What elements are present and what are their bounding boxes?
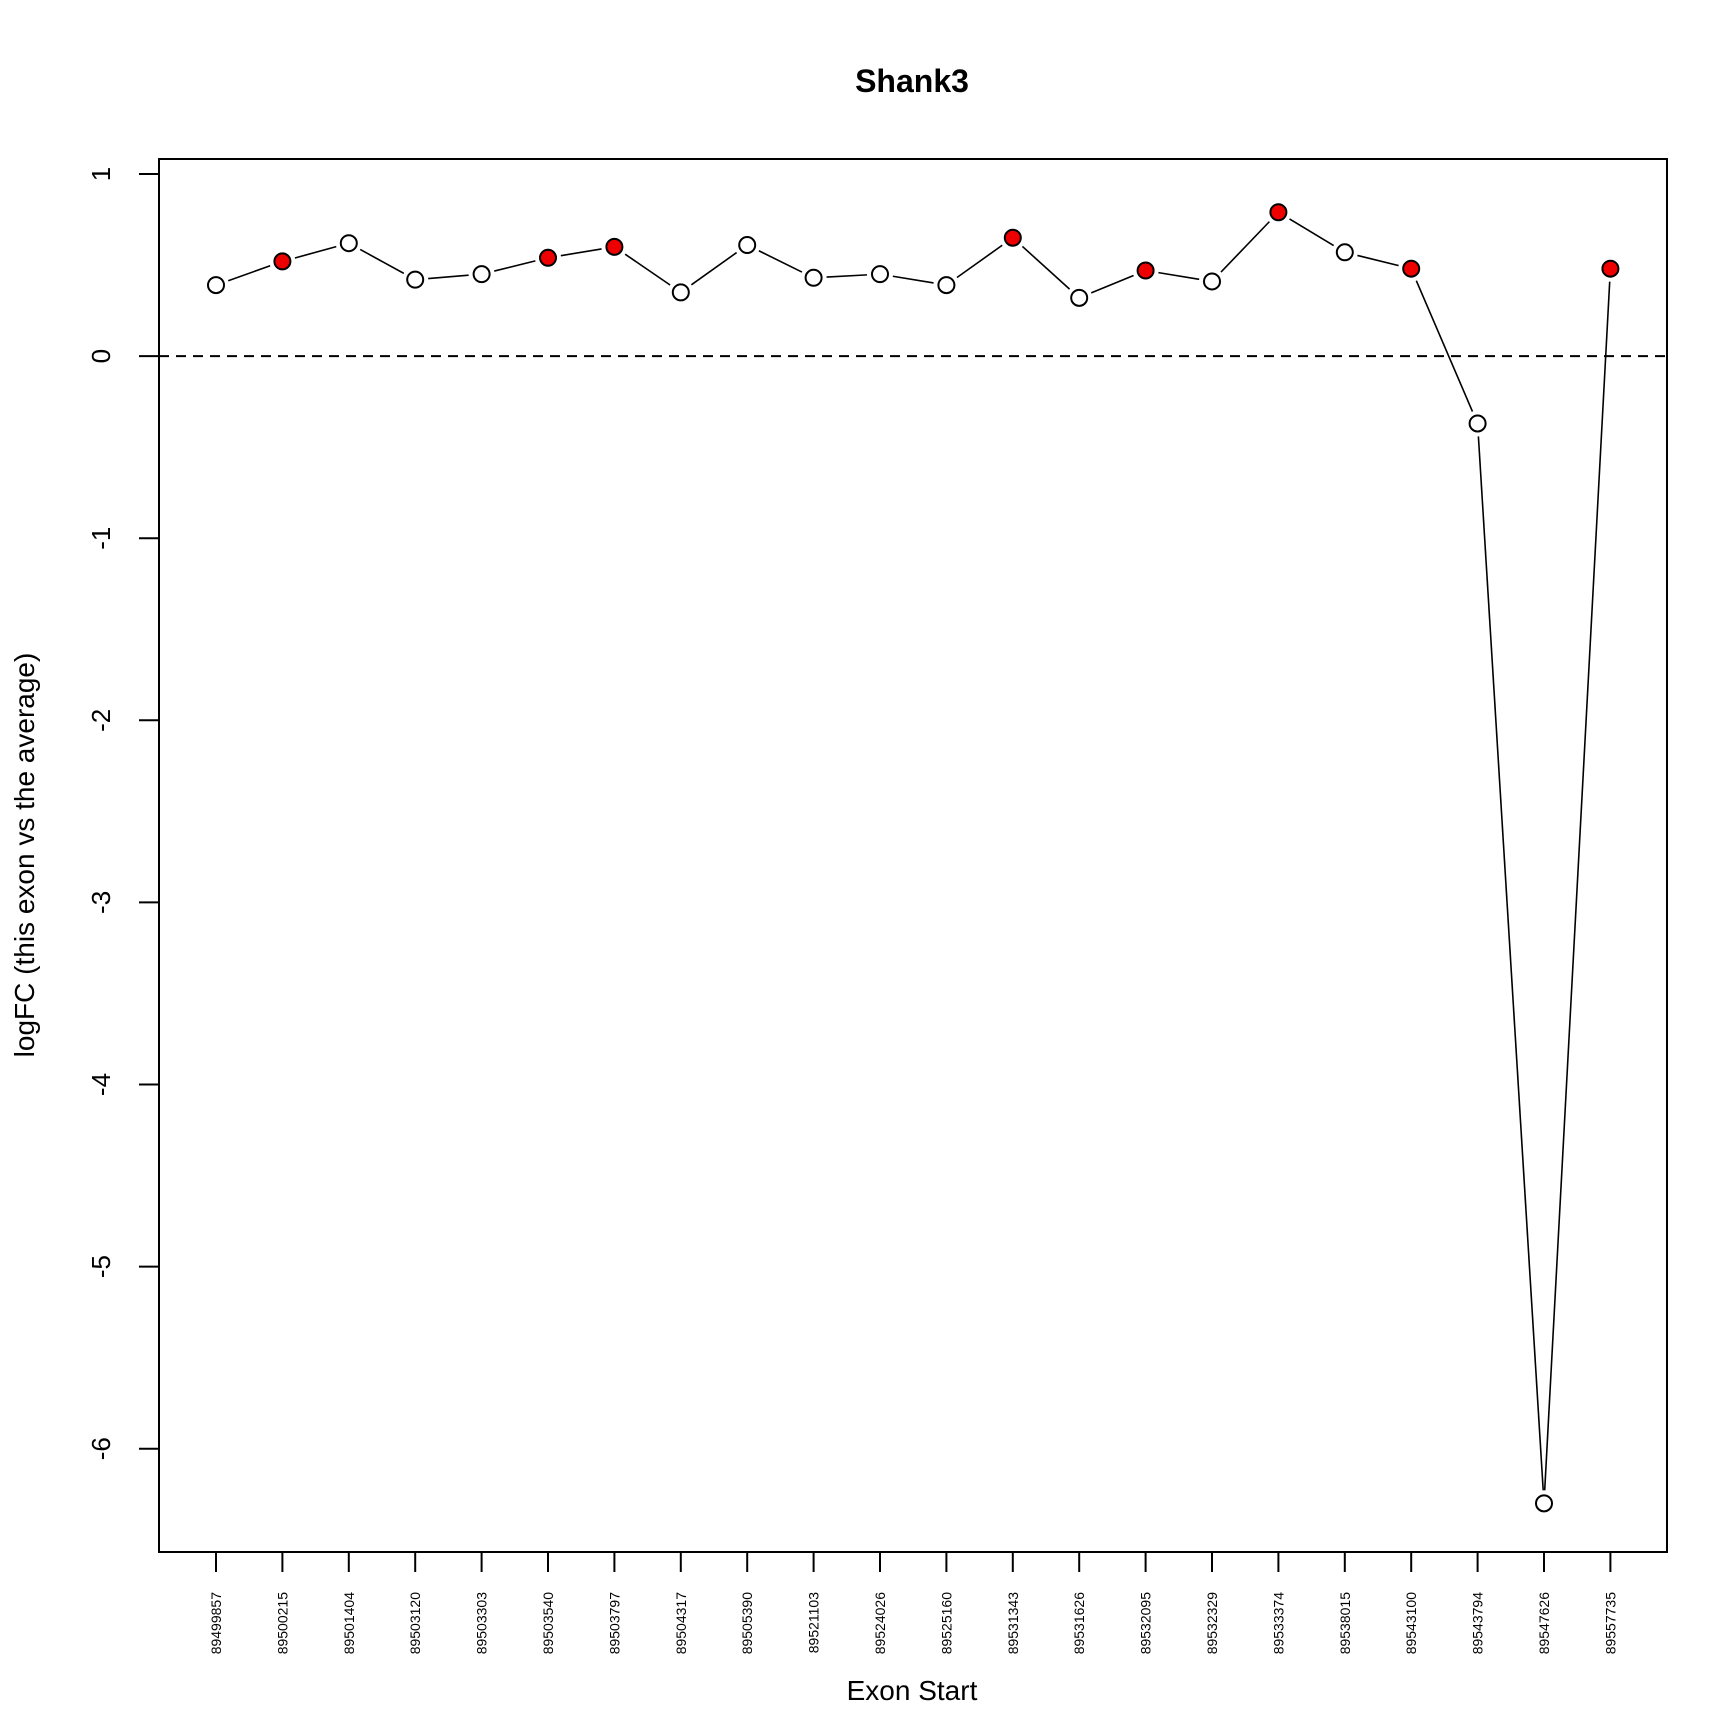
x-tick-label: 89547626 — [1536, 1592, 1552, 1655]
x-tick-label: 89543794 — [1470, 1592, 1486, 1655]
y-tick-label: 0 — [86, 349, 116, 363]
y-tick-label: -1 — [86, 527, 116, 550]
y-tick-label: -4 — [86, 1073, 116, 1096]
series-line-segment — [892, 275, 934, 284]
x-tick-label: 89521103 — [806, 1592, 822, 1653]
series-line-segment — [494, 260, 536, 272]
data-point-highlighted — [1269, 203, 1288, 222]
x-tick-label: 89503303 — [474, 1592, 490, 1655]
data-point — [339, 234, 358, 253]
data-point — [207, 276, 225, 295]
y-tick-label: -2 — [86, 709, 116, 732]
x-tick-label: 89533374 — [1270, 1592, 1286, 1655]
x-tick-label: 89503120 — [407, 1592, 423, 1655]
data-point — [1203, 272, 1221, 291]
data-point-highlighted — [1601, 259, 1620, 278]
series-line-segment — [1357, 254, 1399, 267]
x-tick-label: 89557735 — [1602, 1592, 1618, 1655]
series-line-segment — [1090, 274, 1134, 294]
data-point-highlighted — [1003, 228, 1022, 247]
x-tick-label: 89503540 — [540, 1592, 556, 1655]
series-line-segment — [359, 248, 405, 275]
x-tick-label: 89532095 — [1138, 1592, 1154, 1655]
x-axis-label: Exon Start — [847, 1675, 978, 1706]
x-tick-label: 89504317 — [673, 1592, 689, 1655]
x-tick-label: 89503797 — [606, 1592, 622, 1655]
data-point — [1535, 1494, 1553, 1513]
chart-title: Shank3 — [855, 63, 969, 99]
series-line-segment — [826, 274, 868, 278]
data-point — [738, 236, 757, 255]
x-tick-label: 89531626 — [1071, 1592, 1087, 1655]
data-point — [1070, 288, 1089, 307]
plot-frame — [158, 158, 1668, 1553]
x-tick-label: 89505390 — [739, 1592, 755, 1655]
data-point — [937, 276, 956, 295]
y-tick-label: -5 — [86, 1255, 116, 1278]
series-line-segment — [624, 253, 671, 286]
series-line-segment — [428, 274, 469, 280]
series-line-segment — [560, 248, 602, 257]
x-tick-label: 89501404 — [341, 1592, 357, 1655]
data-point-highlighted — [1136, 261, 1155, 280]
series-line-segment — [294, 245, 337, 259]
data-point — [406, 270, 425, 289]
data-point-highlighted — [1402, 259, 1421, 278]
data-point — [804, 268, 823, 287]
data-point-highlighted — [539, 248, 557, 267]
series-line-segment — [690, 251, 738, 286]
x-tick-label: 89543100 — [1403, 1592, 1419, 1655]
series-line-segment — [1220, 221, 1270, 273]
plot-area: 1 0 -1 -2 -3 -4 -5 -6 89499857 89500215 89501404 89… — [86, 158, 1668, 1655]
data-point-highlighted — [273, 252, 292, 271]
y-axis-label: logFC (this exon vs the average) — [9, 653, 40, 1058]
series-line-segment — [227, 265, 271, 282]
data-point — [1468, 414, 1487, 433]
y-tick-label: 1 — [86, 167, 116, 181]
data-point — [871, 265, 889, 284]
series-line-segment — [1477, 436, 1545, 1491]
y-tick-label: -3 — [86, 891, 116, 914]
data-point — [671, 283, 690, 302]
x-tick-label: 89532329 — [1204, 1592, 1220, 1655]
y-tick-label: -6 — [86, 1437, 116, 1460]
x-tick-label: 89499857 — [208, 1592, 224, 1655]
x-tick-label: 89524026 — [872, 1592, 888, 1655]
series-line-segment — [1543, 281, 1611, 1491]
series-line-segment — [1415, 280, 1474, 412]
series-line-segment — [1289, 218, 1335, 247]
series-line-segment — [956, 244, 1003, 279]
series-line-segment — [1158, 271, 1200, 281]
x-tick-label: 89525160 — [938, 1592, 954, 1655]
data-point-highlighted — [605, 237, 624, 256]
x-tick-label: 89538015 — [1337, 1592, 1353, 1655]
x-tick-label: 89500215 — [274, 1592, 290, 1655]
data-point — [1335, 243, 1354, 262]
x-tick-label: 89531343 — [1005, 1592, 1021, 1655]
series-line-segment — [758, 250, 803, 273]
data-point — [472, 265, 491, 284]
series-line-segment — [1021, 245, 1071, 290]
